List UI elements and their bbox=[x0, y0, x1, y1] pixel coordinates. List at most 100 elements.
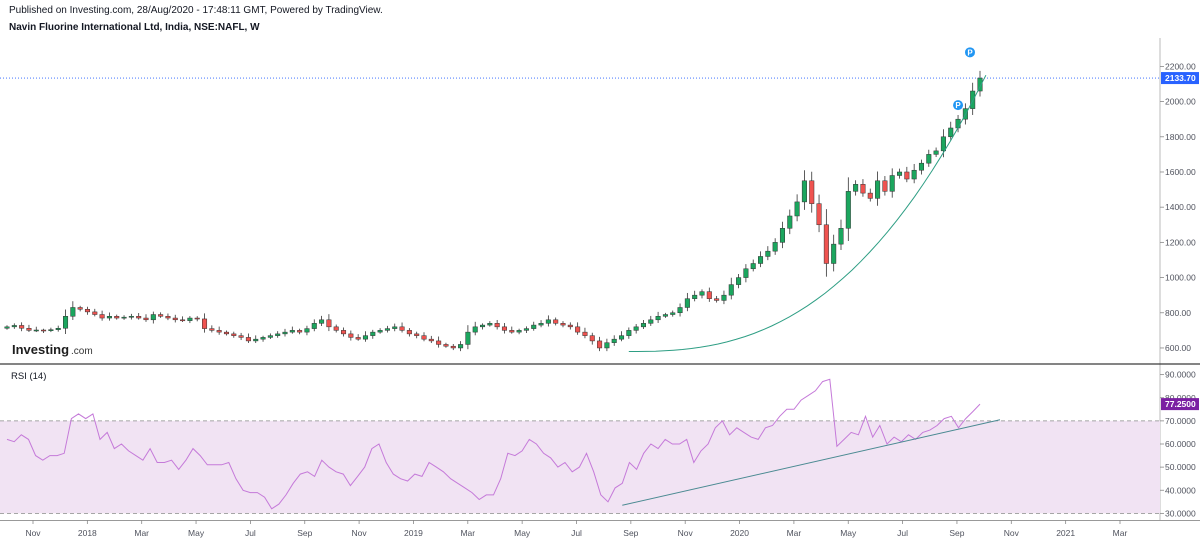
candle-body bbox=[458, 344, 464, 349]
support-curve bbox=[628, 74, 987, 352]
candle-body bbox=[823, 224, 829, 264]
candle-body bbox=[355, 337, 361, 340]
candle-body bbox=[297, 330, 303, 333]
candle-body bbox=[736, 277, 742, 285]
candle-body bbox=[765, 250, 771, 257]
candle-body bbox=[940, 136, 946, 152]
candle-body bbox=[362, 335, 368, 340]
candle-body bbox=[114, 316, 120, 319]
price-tick-label: 2200.00 bbox=[1165, 61, 1196, 71]
candle-body bbox=[809, 180, 815, 204]
candle-body bbox=[904, 171, 910, 180]
candle-body bbox=[831, 243, 837, 264]
time-tick-label: 2020 bbox=[730, 528, 749, 538]
candle-body bbox=[121, 316, 127, 319]
candle-body bbox=[948, 127, 954, 138]
candle-body bbox=[677, 307, 683, 314]
rsi-band bbox=[0, 420, 1160, 514]
candle-body bbox=[750, 263, 756, 270]
candle-body bbox=[436, 340, 442, 345]
candle-body bbox=[779, 228, 785, 243]
candle-body bbox=[640, 323, 646, 328]
candle-body bbox=[684, 298, 690, 308]
candle-body bbox=[567, 324, 573, 328]
rsi-tick-label: 40.0000 bbox=[1165, 485, 1196, 495]
time-tick-label: Jul bbox=[571, 528, 582, 538]
candle-body bbox=[633, 326, 639, 331]
last-price-tag bbox=[1161, 72, 1199, 85]
time-tick-label: Jul bbox=[245, 528, 256, 538]
candle-body bbox=[977, 77, 983, 92]
candle-body bbox=[867, 192, 873, 199]
candle-body bbox=[801, 180, 807, 203]
time-tick-label: 2018 bbox=[78, 528, 97, 538]
candle-body bbox=[223, 331, 229, 335]
price-tick-label: 2000.00 bbox=[1165, 97, 1196, 107]
candle-body bbox=[860, 184, 866, 194]
candle-body bbox=[414, 333, 420, 336]
rsi-tick-label: 60.0000 bbox=[1165, 439, 1196, 449]
candle-body bbox=[743, 268, 749, 278]
time-tick-label: Mar bbox=[134, 528, 149, 538]
candle-body bbox=[106, 316, 112, 319]
candle-body bbox=[787, 215, 793, 229]
p-marker bbox=[953, 100, 964, 111]
candle-body bbox=[553, 319, 559, 324]
candle-body bbox=[180, 319, 186, 322]
candle-body bbox=[443, 344, 449, 347]
candle-body bbox=[84, 308, 90, 313]
candle-body bbox=[560, 323, 566, 326]
time-tick-label: Sep bbox=[297, 528, 312, 538]
candle-body bbox=[392, 326, 398, 329]
candle-body bbox=[341, 330, 347, 335]
rsi-pane bbox=[6, 378, 1001, 510]
price-tick-label: 1200.00 bbox=[1165, 237, 1196, 247]
rsi-label: RSI (14) bbox=[11, 371, 46, 382]
candle-body bbox=[758, 256, 764, 264]
candle-body bbox=[187, 317, 193, 321]
candle-body bbox=[772, 242, 778, 252]
candle-body bbox=[487, 323, 493, 326]
time-tick-label: May bbox=[188, 528, 205, 538]
time-tick-label: Nov bbox=[678, 528, 694, 538]
time-tick-label: Nov bbox=[25, 528, 41, 538]
candle-body bbox=[933, 150, 939, 155]
candle-body bbox=[918, 162, 924, 171]
candle-body bbox=[260, 337, 266, 340]
p-marker bbox=[965, 47, 975, 58]
candle-body bbox=[794, 201, 800, 217]
candle-body bbox=[172, 317, 178, 321]
candle-body bbox=[853, 184, 859, 192]
rsi-last-tag bbox=[1161, 398, 1199, 411]
candle-body bbox=[253, 338, 259, 342]
candle-body bbox=[523, 328, 529, 331]
candle-body bbox=[450, 345, 456, 349]
candle-body bbox=[202, 318, 208, 329]
candle-body bbox=[516, 330, 522, 333]
candle-body bbox=[875, 180, 881, 199]
candle-body bbox=[501, 326, 507, 331]
candle-body bbox=[99, 314, 105, 319]
time-tick-label: May bbox=[514, 528, 531, 538]
candle-body bbox=[545, 319, 551, 324]
candle-body bbox=[136, 316, 142, 319]
candle-body bbox=[648, 319, 654, 324]
last-price-label: 2133.70 bbox=[1165, 73, 1196, 83]
rsi-line bbox=[6, 378, 981, 510]
candle-body bbox=[370, 331, 376, 336]
candle-body bbox=[714, 298, 720, 301]
candle-body bbox=[509, 330, 515, 333]
candle-body bbox=[845, 191, 851, 229]
candle-body bbox=[231, 333, 237, 336]
candle-body bbox=[165, 316, 171, 319]
candle-body bbox=[604, 342, 610, 349]
candle-body bbox=[575, 326, 581, 333]
candle-body bbox=[662, 314, 668, 317]
time-tick-label: Nov bbox=[1004, 528, 1020, 538]
candle-body bbox=[728, 284, 734, 296]
price-tick-label: 800.00 bbox=[1165, 308, 1191, 318]
investing-logo: Investing bbox=[12, 342, 69, 357]
rsi-tick-label: 90.0000 bbox=[1165, 370, 1196, 380]
candle-body bbox=[26, 328, 32, 331]
